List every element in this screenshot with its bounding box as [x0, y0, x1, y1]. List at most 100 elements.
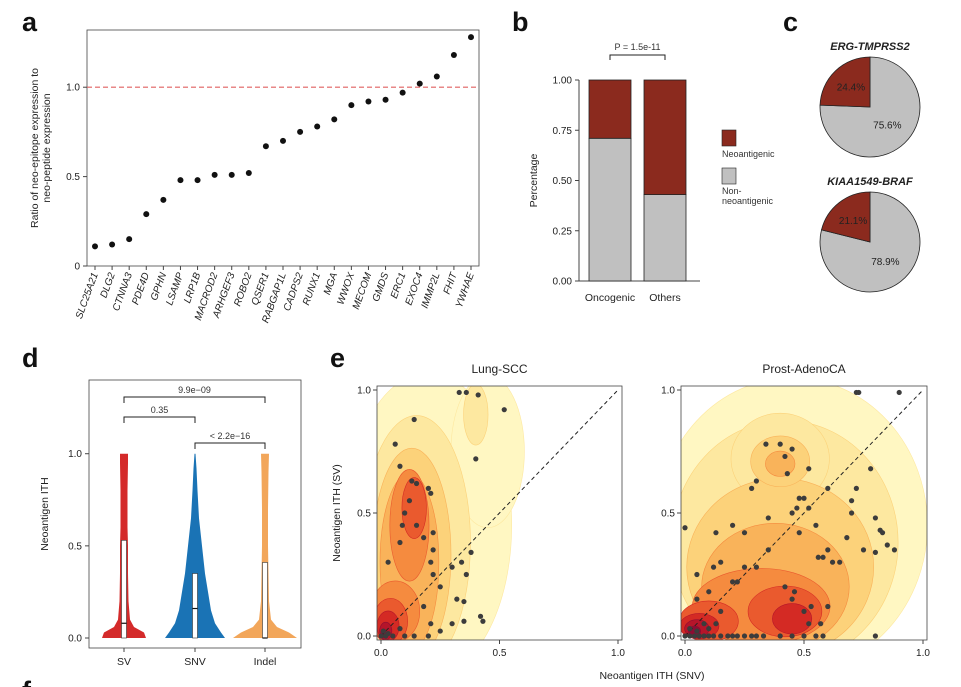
y-tick-label: 1.0 [66, 83, 80, 94]
data-point [777, 441, 783, 447]
y-axis-label: Percentage [528, 153, 540, 207]
data-point [837, 559, 843, 565]
data-point [782, 584, 788, 590]
data-point [468, 549, 474, 555]
data-point [696, 633, 702, 639]
panel-label-a: a [22, 7, 38, 37]
data-point [879, 530, 886, 536]
data-point [399, 89, 406, 96]
data-point [397, 463, 403, 469]
data-point [463, 389, 469, 396]
comparison-bracket [123, 416, 196, 423]
legend-label-neoantigenic: Neoantigenic [722, 149, 775, 159]
data-point [160, 196, 167, 203]
data-point [428, 490, 434, 496]
data-point [701, 621, 707, 627]
data-point [413, 522, 420, 528]
data-point [749, 485, 755, 491]
y-tick-label: 0.5 [68, 541, 82, 552]
y-axis-label: Neoantigen ITH [39, 477, 51, 551]
diagonal-reference [380, 389, 619, 637]
panel-e-density-scatter: Lung-SCC0.00.00.50.51.01.0Prost-AdenoCA0… [331, 362, 930, 682]
data-point [228, 171, 235, 178]
data-point [425, 485, 431, 491]
data-point [825, 485, 831, 491]
x-tick-label: 1.0 [611, 648, 625, 659]
data-point [143, 211, 150, 218]
y-tick-label: 0.0 [357, 632, 371, 643]
data-point [706, 589, 712, 595]
data-point [710, 564, 717, 570]
data-point [806, 505, 812, 511]
data-point [760, 633, 767, 639]
data-point [402, 633, 408, 639]
x-tick-label: 0.0 [374, 648, 388, 659]
data-point [397, 539, 403, 546]
data-point [399, 522, 405, 528]
legend-swatch-non-neoantigenic [721, 167, 737, 185]
legend-swatch-neoantigenic [721, 129, 737, 147]
data-point [694, 628, 700, 634]
data-point [449, 621, 455, 627]
panel-label-f: f [22, 676, 32, 687]
panel-label-c: c [783, 7, 798, 37]
data-point [416, 80, 423, 87]
pie-slice-neoantigenic [821, 191, 871, 243]
data-point [280, 137, 286, 144]
data-point [262, 143, 269, 150]
data-point [718, 633, 724, 639]
data-point [461, 618, 467, 624]
density-contour [401, 477, 427, 539]
data-point [868, 466, 874, 472]
data-point [458, 559, 465, 565]
panel-c-pies: ERG-TMPRSS2 24.4% 75.6% KIAA1549-BRAF 21.1% 7… [819, 41, 921, 293]
p-value-label: P = 1.5e-11 [615, 42, 661, 52]
bar-non-neoantigenic [588, 137, 632, 282]
data-point [450, 52, 457, 59]
data-point [421, 535, 427, 541]
data-point [753, 564, 760, 570]
data-point [297, 128, 304, 135]
data-point [382, 96, 389, 103]
y-tick-label: 0.0 [68, 634, 82, 645]
y-tick-label: 0.25 [553, 226, 573, 237]
y-tick-label: 0.50 [553, 176, 573, 187]
pie-slice-neoantigenic [819, 56, 871, 108]
data-point [430, 530, 436, 536]
data-point [782, 453, 788, 460]
data-point [413, 480, 420, 487]
y-tick-label: 0.75 [553, 126, 573, 137]
data-point [844, 535, 850, 541]
data-point [682, 525, 688, 531]
plot-title: Lung-SCC [471, 362, 527, 376]
data-point [245, 170, 252, 177]
y-tick-label: 1.0 [357, 386, 371, 397]
comparison-p-value: 0.35 [151, 405, 169, 415]
x-tick-label: Oncogenic [585, 292, 635, 304]
data-point [849, 510, 855, 516]
x-tick-label: FHIT [442, 270, 460, 295]
bar-neoantigenic [643, 79, 687, 195]
data-point [718, 608, 724, 615]
x-tick-label: 1.0 [916, 648, 930, 659]
panel-b-stacked-bar: 0.00 0.25 0.50 0.75 1.00 Oncogenic Others P = 1… [528, 42, 775, 304]
data-point [428, 621, 434, 627]
x-tick-label: 0.0 [678, 648, 692, 659]
density-contour [772, 603, 813, 635]
x-tick-label: SLC25A21 [74, 271, 101, 320]
data-point [694, 596, 700, 602]
data-point [813, 633, 819, 639]
data-point [741, 564, 748, 570]
x-tick-label: Others [649, 292, 681, 304]
data-point [437, 628, 443, 634]
data-point [710, 633, 717, 639]
panel-a-ratio-scatter: 00.51.0SLC25A21DLG2CTNNA3PDE4DGPHNLSAMPL… [29, 29, 480, 325]
data-point [791, 589, 798, 595]
data-point [789, 510, 795, 516]
data-point [872, 549, 879, 555]
data-point [856, 389, 862, 396]
y-tick-label: 0.5 [661, 509, 675, 520]
comparison-bracket [123, 396, 266, 403]
data-point [475, 392, 481, 398]
scatter-panel-lung-scc: Lung-SCC 0.00.0 0.5 0.5 1.0 1.0 [357, 362, 625, 659]
